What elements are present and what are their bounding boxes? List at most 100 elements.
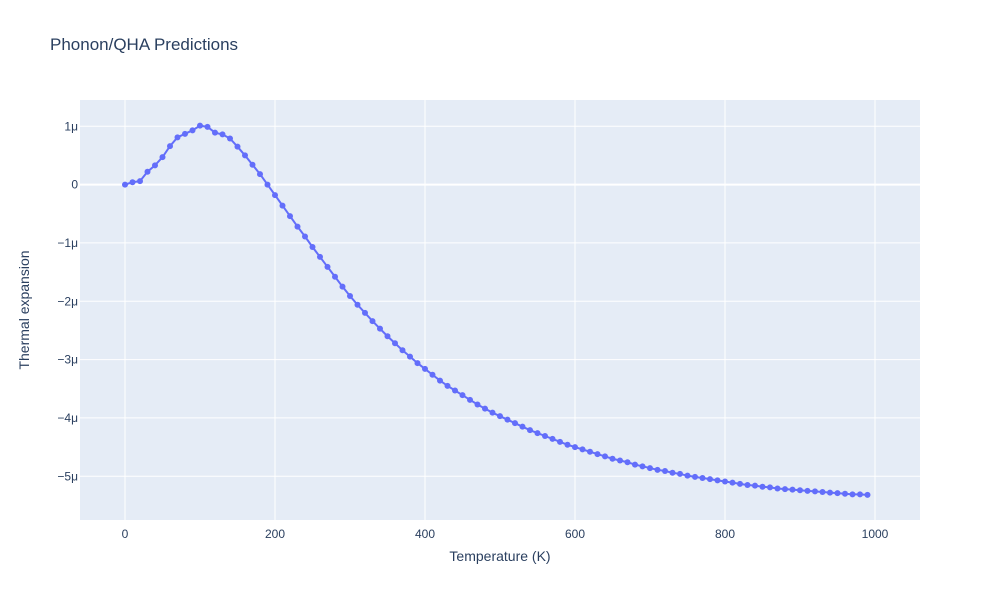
data-point bbox=[857, 491, 863, 498]
data-point bbox=[782, 486, 788, 493]
y-tick-label: −4μ bbox=[57, 411, 78, 425]
data-point bbox=[137, 178, 143, 185]
data-point bbox=[384, 333, 391, 340]
y-tick-label: −5μ bbox=[57, 469, 78, 483]
data-point bbox=[204, 123, 211, 130]
data-point bbox=[602, 453, 608, 460]
data-point bbox=[677, 470, 683, 477]
x-tick-label: 200 bbox=[265, 527, 285, 541]
data-point bbox=[197, 122, 203, 129]
series-line bbox=[124, 124, 868, 496]
data-point bbox=[564, 441, 571, 448]
y-tick-label: 1μ bbox=[64, 119, 78, 133]
data-point bbox=[182, 130, 188, 137]
data-point bbox=[234, 143, 241, 150]
data-point bbox=[212, 129, 218, 136]
data-point bbox=[669, 469, 676, 476]
x-tick-label: 1000 bbox=[862, 527, 889, 541]
data-point bbox=[362, 309, 368, 316]
data-point bbox=[429, 371, 436, 378]
data-point bbox=[744, 482, 751, 488]
data-point bbox=[572, 444, 578, 451]
data-point bbox=[549, 435, 556, 442]
data-point bbox=[767, 484, 773, 491]
data-point bbox=[467, 396, 473, 403]
data-point bbox=[227, 135, 233, 142]
grid-lines bbox=[80, 100, 920, 520]
data-point bbox=[459, 392, 466, 399]
data-point bbox=[189, 127, 196, 134]
data-point bbox=[317, 253, 323, 260]
data-point bbox=[819, 489, 826, 495]
data-point bbox=[827, 489, 833, 496]
data-point bbox=[729, 479, 736, 486]
data-point bbox=[557, 438, 563, 445]
data-point bbox=[587, 448, 593, 455]
x-tick-label: 600 bbox=[565, 527, 585, 541]
data-point bbox=[392, 340, 398, 347]
data-point bbox=[624, 459, 631, 466]
y-tick-label: −1μ bbox=[57, 236, 78, 250]
data-point bbox=[422, 365, 428, 372]
x-tick-label: 0 bbox=[122, 527, 129, 541]
data-point bbox=[617, 457, 623, 464]
data-point bbox=[437, 377, 443, 384]
data-point bbox=[684, 472, 691, 479]
data-point bbox=[347, 293, 353, 299]
data-point bbox=[414, 360, 421, 367]
data-point bbox=[647, 465, 653, 472]
data-point bbox=[174, 134, 181, 141]
data-point bbox=[369, 318, 376, 325]
data-point bbox=[444, 382, 451, 389]
data-point bbox=[639, 463, 646, 470]
data-point bbox=[354, 301, 361, 308]
y-tick-label: 0 bbox=[71, 178, 78, 192]
x-tick-label: 400 bbox=[415, 527, 435, 541]
data-point bbox=[339, 283, 346, 290]
data-point bbox=[789, 486, 796, 493]
plot-area bbox=[80, 100, 920, 520]
data-point bbox=[834, 490, 841, 497]
data-point bbox=[579, 446, 586, 453]
data-point bbox=[279, 202, 286, 209]
data-point bbox=[504, 416, 511, 423]
data-point bbox=[129, 179, 136, 186]
data-point bbox=[752, 482, 758, 489]
data-point bbox=[249, 161, 256, 168]
data-point bbox=[804, 487, 811, 494]
data-point bbox=[152, 162, 158, 169]
data-point bbox=[294, 223, 301, 230]
data-point bbox=[519, 423, 526, 430]
data-point bbox=[662, 468, 668, 474]
data-point bbox=[407, 353, 413, 360]
data-point bbox=[287, 213, 293, 220]
data-point bbox=[122, 181, 128, 188]
data-point bbox=[632, 461, 638, 468]
data-point bbox=[399, 347, 406, 354]
data-point bbox=[714, 477, 721, 484]
data-point bbox=[482, 405, 488, 412]
data-point bbox=[534, 430, 541, 437]
data-point bbox=[474, 401, 481, 408]
data-point bbox=[774, 485, 781, 492]
data-point bbox=[722, 478, 728, 485]
data-point bbox=[257, 171, 263, 178]
data-point bbox=[842, 490, 848, 497]
data-point bbox=[497, 413, 503, 420]
data-point bbox=[699, 475, 706, 481]
data-point bbox=[144, 168, 151, 175]
data-point bbox=[737, 480, 743, 487]
data-point bbox=[609, 455, 616, 462]
chart-title: Phonon/QHA Predictions bbox=[50, 35, 238, 54]
data-point bbox=[242, 152, 248, 159]
data-point bbox=[159, 154, 166, 161]
data-point bbox=[654, 466, 661, 473]
data-point bbox=[324, 263, 331, 270]
data-point bbox=[219, 131, 226, 138]
data-point bbox=[264, 181, 271, 188]
data-point bbox=[864, 491, 871, 498]
data-point bbox=[812, 488, 818, 495]
data-point bbox=[849, 491, 856, 498]
x-axis-title: Temperature (K) bbox=[449, 548, 550, 564]
